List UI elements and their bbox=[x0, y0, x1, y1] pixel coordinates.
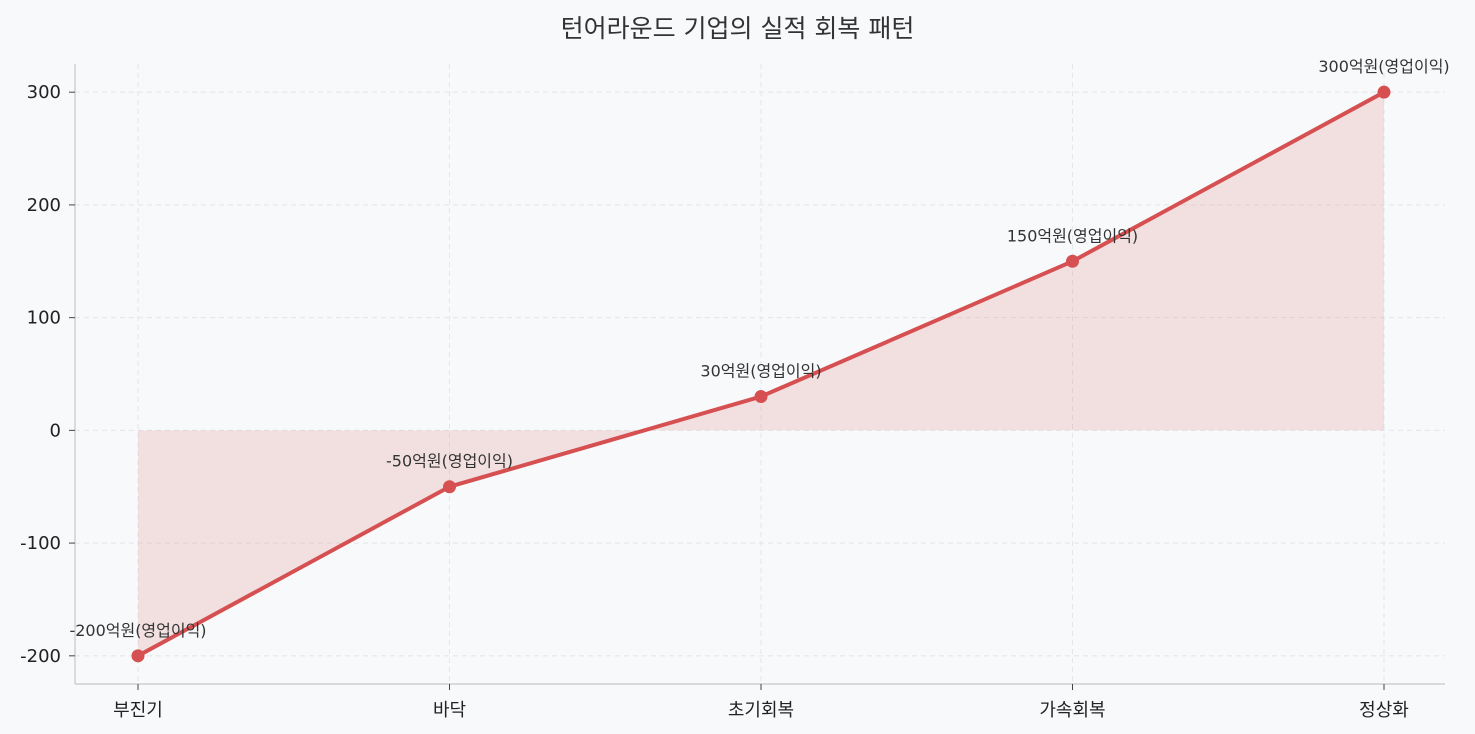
y-tick-label: 100 bbox=[27, 308, 61, 329]
x-tick-label: 부진기 bbox=[113, 700, 163, 721]
area-fill-region bbox=[138, 92, 1384, 656]
axes bbox=[69, 64, 1445, 690]
y-tick-label: 0 bbox=[50, 420, 61, 441]
x-tick-label: 가속회복 bbox=[1039, 700, 1105, 721]
x-tick-label: 초기회복 bbox=[728, 700, 794, 721]
grid bbox=[75, 64, 1445, 684]
tick-labels: -200 -100 0 100 200 300 부진기 바닥 초기회복 가속회복 정상화 bbox=[20, 82, 1409, 721]
chart-title: 턴어라운드 기업의 실적 회복 패턴 bbox=[560, 14, 915, 43]
y-tick-label: 200 bbox=[27, 195, 61, 216]
data-point bbox=[443, 480, 456, 494]
data-points bbox=[131, 85, 1391, 663]
data-label: 300억원(영업이익) bbox=[1318, 57, 1449, 76]
data-point bbox=[754, 390, 768, 404]
data-label: -200억원(영업이익) bbox=[69, 621, 206, 640]
data-point bbox=[1377, 85, 1391, 99]
y-tick-label: 300 bbox=[27, 82, 61, 103]
data-label: 150억원(영업이익) bbox=[1007, 226, 1138, 245]
area-fill bbox=[138, 92, 1384, 656]
data-labels: -200억원(영업이익) -50억원(영업이익) 30억원(영업이익) 150억원(영… bbox=[69, 57, 1449, 640]
x-tick-label: 정상화 bbox=[1359, 700, 1409, 721]
y-tick-label: -200 bbox=[20, 646, 61, 667]
data-label: 30억원(영업이익) bbox=[700, 362, 821, 381]
data-label: -50억원(영업이익) bbox=[386, 452, 513, 471]
y-tick-label: -100 bbox=[20, 533, 61, 554]
data-point bbox=[131, 649, 145, 663]
x-tick-label: 바닥 bbox=[433, 700, 466, 721]
data-point bbox=[1066, 254, 1079, 268]
